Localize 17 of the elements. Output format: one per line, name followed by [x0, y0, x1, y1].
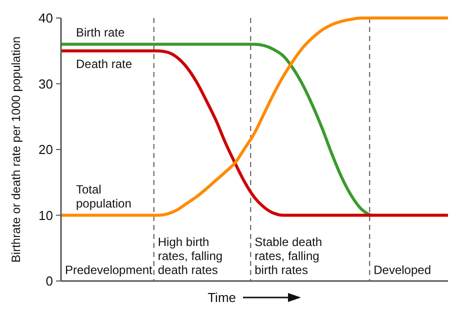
annotation: Predevelopment: [65, 263, 154, 277]
y-tick-label: 0: [46, 274, 53, 289]
y-tick-label: 10: [38, 208, 53, 223]
annotation: Stable death rates, falling birth rates: [254, 235, 322, 277]
series-label: Total population: [76, 182, 132, 210]
series-label: Birth rate: [76, 25, 126, 40]
y-tick-label: 20: [38, 142, 53, 158]
annotation: Developed: [374, 263, 432, 277]
annotation: High birth rates, falling death rates: [158, 235, 223, 277]
y-axis-title: Birthrate or death rate per 1000 population: [9, 36, 24, 263]
line-series: [60, 16, 450, 217]
y-tick-label: 40: [38, 10, 53, 26]
series-label: Death rate: [76, 56, 132, 71]
x-axis-title: Time: [208, 290, 236, 305]
y-tick-label: 30: [38, 76, 53, 92]
line-series: [60, 42, 372, 217]
line-series: [60, 49, 450, 217]
